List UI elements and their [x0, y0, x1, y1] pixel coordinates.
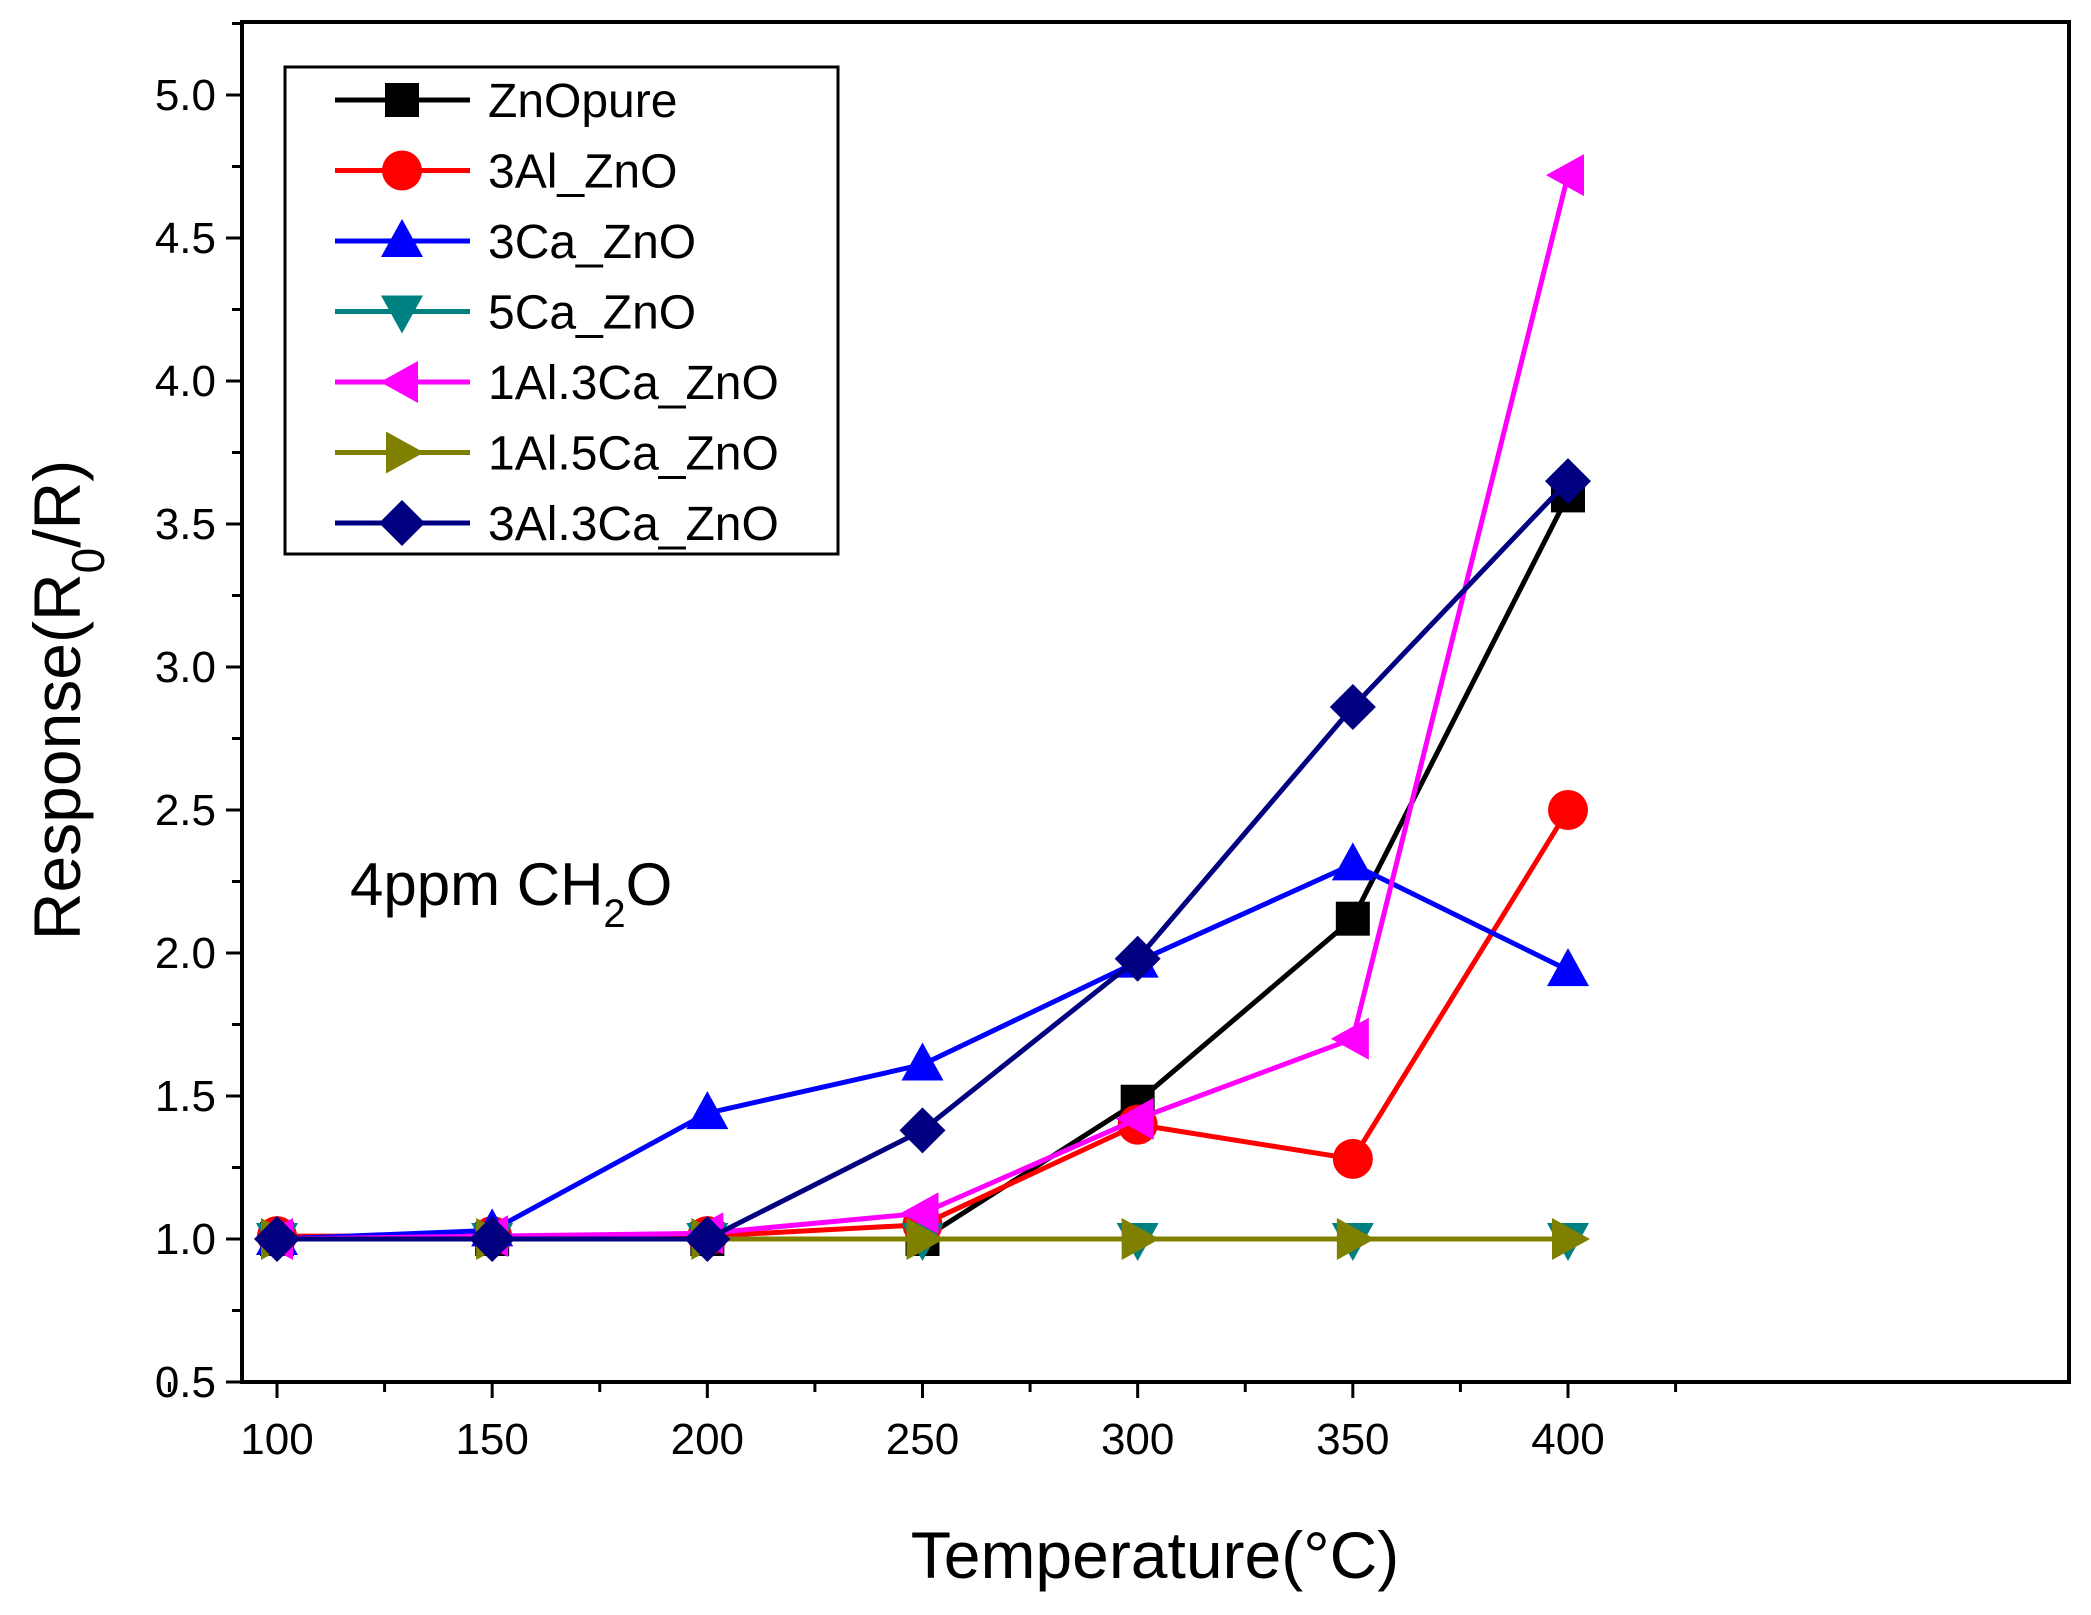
x-tick-label: 350: [1316, 1415, 1389, 1464]
series-layer: [254, 154, 1591, 1262]
x-tick-label: 200: [671, 1415, 744, 1464]
legend-item: 3Al.3Ca_ZnO: [335, 498, 779, 551]
triangle-left-marker: [1330, 1017, 1369, 1060]
legend-item: 1Al.5Ca_ZnO: [335, 428, 779, 481]
circle-marker: [382, 150, 422, 191]
axis-ticks: 100 150 200 250 300 350 400 0.5 1.0 1.5 2.0 2.5 3.0 3…: [155, 22, 1678, 1464]
x-tick-label: 250: [886, 1415, 959, 1464]
square-marker: [1335, 901, 1370, 936]
y-tick-label: 4.0: [155, 357, 216, 406]
legend-label: 5Ca_ZnO: [488, 287, 696, 340]
annotation: 4ppm CH2O: [350, 851, 672, 936]
diamond-marker: [379, 500, 425, 546]
triangle-right-marker: [1336, 1218, 1375, 1260]
y-tick-label: 2.5: [155, 786, 216, 835]
x-tick-label: 400: [1531, 1415, 1604, 1464]
legend-label: ZnOpure: [488, 75, 677, 128]
x-tick-label: 100: [240, 1415, 313, 1464]
y-tick-label: 3.0: [155, 643, 216, 692]
series-3Al.3Ca_ZnO: [254, 458, 1591, 1262]
triangle-right-marker: [386, 431, 424, 474]
x-tick-label: 300: [1101, 1415, 1174, 1464]
legend-item: 1Al.3Ca_ZnO: [335, 357, 779, 410]
diamond-marker: [1329, 684, 1376, 731]
triangle-left-marker: [900, 1192, 939, 1235]
diamond-marker: [254, 1216, 300, 1262]
triangle-up-marker: [381, 219, 423, 257]
y-tick-label: 1.0: [155, 1215, 216, 1264]
triangle-left-marker: [1546, 154, 1584, 197]
legend-item: 3Ca_ZnO: [335, 216, 696, 269]
legend-label: 3Al_ZnO: [488, 146, 677, 199]
triangle-up-marker: [901, 1042, 944, 1081]
circle-marker: [1548, 790, 1588, 830]
triangle-right-marker: [1552, 1218, 1590, 1260]
y-tick-label: 4.5: [155, 214, 216, 263]
triangle-up-marker: [1547, 948, 1589, 987]
legend-label: 1Al.3Ca_ZnO: [488, 357, 779, 410]
circle-marker: [1332, 1138, 1373, 1179]
y-tick-label: 5.0: [155, 71, 216, 120]
triangle-left-marker: [380, 361, 418, 403]
triangle-down-marker: [381, 295, 423, 334]
legend-label: 3Ca_ZnO: [488, 216, 696, 269]
legend-label: 3Al.3Ca_ZnO: [488, 498, 779, 551]
y-axis-title: Response(R0/R): [20, 460, 114, 940]
x-axis-title: Temperature(°C): [911, 1518, 1400, 1592]
triangle-up-marker: [1331, 842, 1374, 881]
triangle-right-marker: [906, 1218, 945, 1260]
triangle-left-marker: [1115, 1097, 1154, 1140]
x-tick-label: 150: [455, 1415, 528, 1464]
square-marker: [385, 83, 419, 117]
y-tick-label: 3.5: [155, 500, 216, 549]
y-tick-label: 0.5: [155, 1358, 216, 1407]
legend-item: 5Ca_ZnO: [335, 287, 696, 340]
legend-label: 1Al.5Ca_ZnO: [488, 428, 779, 481]
y-tick-label: 2.0: [155, 929, 216, 978]
triangle-right-marker: [1121, 1218, 1160, 1260]
triangle-up-marker: [686, 1091, 729, 1130]
legend-item: ZnOpure: [335, 75, 677, 128]
legend: ZnOpure 3Al_ZnO 3Ca_ZnO 5Ca_ZnO 1Al.3Ca_ZnO 1…: [283, 65, 840, 556]
diamond-marker: [1114, 935, 1161, 982]
y-tick-label: 1.5: [155, 1072, 216, 1121]
legend-item: 3Al_ZnO: [335, 146, 677, 199]
diamond-marker: [899, 1107, 946, 1154]
diamond-marker: [469, 1216, 516, 1262]
diamond-marker: [684, 1216, 731, 1262]
diamond-marker: [1545, 458, 1591, 505]
